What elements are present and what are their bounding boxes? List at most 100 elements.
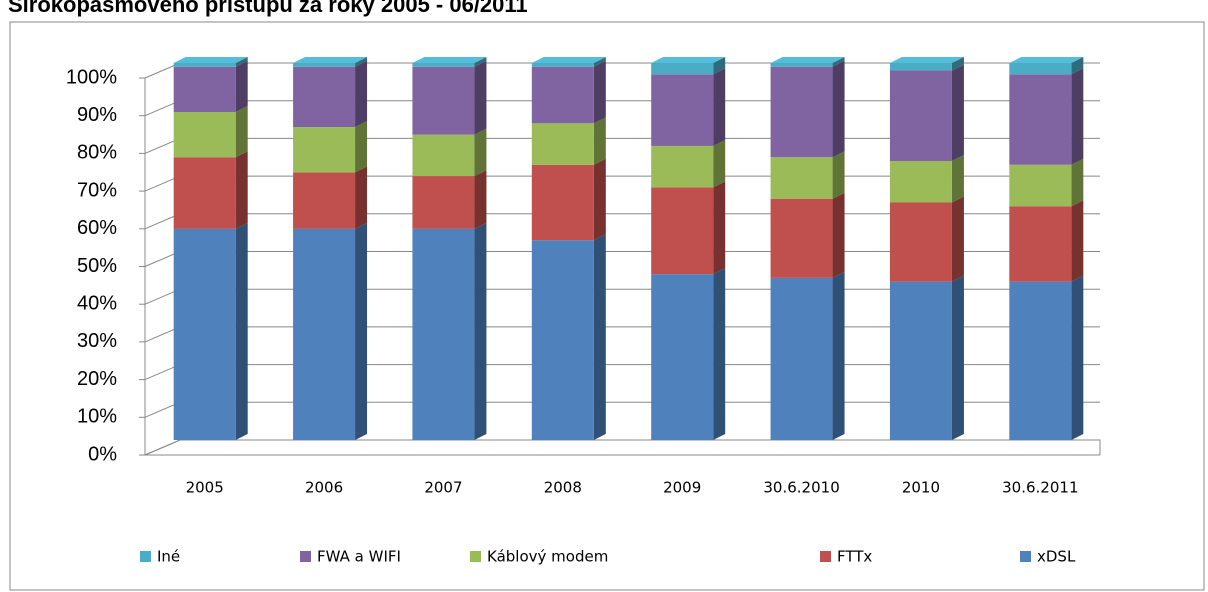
- bar-side: [832, 57, 845, 67]
- bar-side: [951, 275, 964, 440]
- bar: [889, 161, 952, 203]
- bar: [173, 66, 236, 113]
- bar: [531, 63, 594, 67]
- bar: [651, 145, 714, 188]
- bar-top: [412, 57, 487, 63]
- bar-side: [951, 155, 964, 203]
- bar-side: [235, 57, 248, 67]
- bar-side: [235, 222, 248, 440]
- x-tick-label: 30.6.2011: [1002, 479, 1078, 497]
- legend-swatch: [300, 551, 311, 562]
- bar-side: [355, 166, 368, 229]
- legend-swatch: [820, 551, 831, 562]
- bar-side: [474, 128, 487, 177]
- bar-side: [355, 57, 368, 67]
- bar: [531, 240, 594, 440]
- bar-side: [832, 151, 845, 199]
- y-tick-label: 10%: [77, 406, 117, 428]
- bar: [412, 66, 475, 135]
- y-tick-label: 0%: [88, 443, 117, 465]
- bar-side: [593, 234, 606, 440]
- bar-side: [713, 181, 726, 275]
- y-tick-label: 70%: [77, 179, 117, 201]
- bar-side: [713, 268, 726, 440]
- bar: [293, 63, 356, 67]
- bar-side: [235, 151, 248, 229]
- bar: [1009, 164, 1072, 207]
- y-tick-label: 80%: [77, 142, 117, 164]
- bar: [173, 157, 236, 229]
- bar-side: [474, 170, 487, 229]
- bar: [770, 277, 833, 440]
- bar: [889, 63, 952, 71]
- bar-top: [531, 57, 606, 63]
- bar-side: [593, 158, 606, 241]
- bar-side: [1071, 275, 1084, 440]
- bar-side: [1071, 68, 1084, 165]
- bar-side: [1071, 57, 1084, 75]
- bar: [293, 228, 356, 440]
- x-tick-label: 2005: [186, 479, 224, 497]
- bar-top: [770, 57, 845, 63]
- bar-side: [951, 57, 964, 71]
- bar-top: [651, 57, 726, 63]
- bar-side: [1071, 200, 1084, 282]
- bar: [651, 63, 714, 75]
- y-tick-label: 40%: [77, 292, 117, 314]
- bar-side: [832, 192, 845, 278]
- legend-swatch: [470, 551, 481, 562]
- bar-side: [474, 57, 487, 67]
- legend-label: Káblový modem: [487, 548, 608, 566]
- x-tick-label: 2010: [902, 479, 940, 497]
- bar: [889, 70, 952, 162]
- legend-label: FWA a WIFI: [317, 548, 401, 566]
- x-tick-label: 2009: [663, 479, 701, 497]
- bar: [651, 274, 714, 440]
- bar-side: [951, 64, 964, 162]
- bar: [173, 63, 236, 67]
- bar-side: [235, 60, 248, 113]
- bar: [1009, 206, 1072, 282]
- bar-side: [355, 60, 368, 128]
- bar-side: [474, 222, 487, 440]
- x-tick-label: 30.6.2010: [763, 479, 839, 497]
- bar-side: [713, 68, 726, 146]
- legend-label: FTTx: [837, 548, 872, 566]
- bar-top: [173, 57, 248, 63]
- bar-side: [355, 121, 368, 173]
- bar: [412, 63, 475, 67]
- bar: [531, 164, 594, 241]
- bar-side: [355, 222, 368, 440]
- bar: [293, 127, 356, 173]
- bar: [412, 134, 475, 177]
- bar: [531, 123, 594, 165]
- bar-top: [293, 57, 368, 63]
- bar: [293, 172, 356, 229]
- bar: [770, 66, 833, 158]
- bar: [770, 157, 833, 199]
- x-tick-label: 2007: [424, 479, 462, 497]
- bar: [1009, 74, 1072, 165]
- bar-side: [832, 60, 845, 158]
- bar: [1009, 63, 1072, 75]
- legend-swatch: [140, 551, 151, 562]
- bar-side: [832, 271, 845, 440]
- bar-side: [593, 60, 606, 124]
- bar: [173, 112, 236, 158]
- bar: [1009, 281, 1072, 440]
- bar-side: [713, 57, 726, 75]
- bar: [173, 228, 236, 440]
- bar: [293, 66, 356, 128]
- bar: [889, 281, 952, 440]
- y-tick-label: 50%: [77, 255, 117, 277]
- bar-top: [1009, 57, 1084, 63]
- bar: [651, 187, 714, 275]
- y-tick-label: 90%: [77, 104, 117, 126]
- bar-side: [713, 139, 726, 188]
- bar-side: [474, 60, 487, 135]
- x-tick-label: 2006: [305, 479, 343, 497]
- x-tick-label: 2008: [544, 479, 582, 497]
- y-tick-label: 60%: [77, 217, 117, 239]
- bar-side: [235, 106, 248, 158]
